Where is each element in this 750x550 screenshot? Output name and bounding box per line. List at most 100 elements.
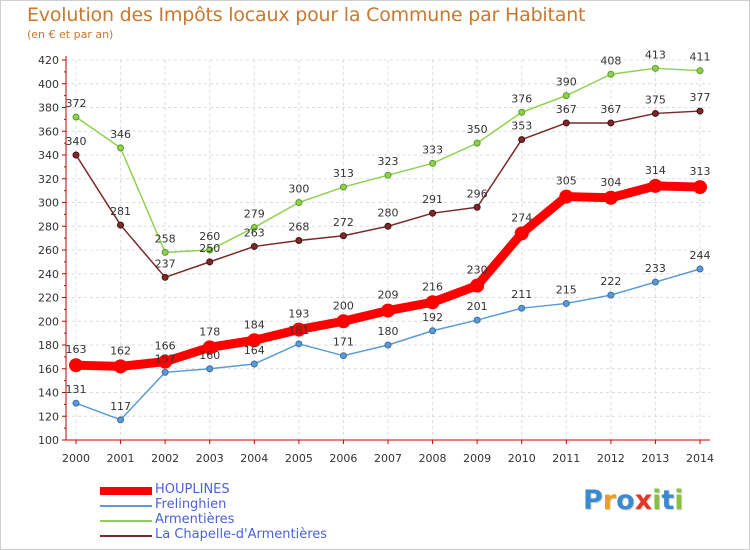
data-label: 171 — [333, 336, 354, 349]
data-point — [250, 360, 258, 368]
data-label: 162 — [110, 344, 131, 357]
x-tick-label: 2012 — [597, 452, 625, 465]
line-chart: 1001201401601802002202402602803003203403… — [38, 48, 714, 465]
data-point — [696, 265, 704, 273]
data-label: 274 — [511, 211, 532, 224]
data-label: 164 — [244, 344, 265, 357]
data-point — [607, 291, 615, 299]
data-label: 216 — [422, 280, 443, 293]
legend-swatch — [100, 535, 152, 537]
legend-item: Frelinghien — [100, 497, 420, 514]
data-label: 237 — [155, 257, 176, 270]
data-label: 263 — [244, 226, 265, 239]
data-point — [117, 144, 125, 152]
chart-subtitle: (en € et par an) — [27, 28, 114, 41]
data-label: 250 — [199, 242, 220, 255]
y-tick-label: 320 — [38, 173, 59, 186]
data-label: 367 — [556, 103, 577, 116]
logo-letter: i — [652, 485, 662, 516]
data-point — [607, 70, 615, 78]
data-label: 353 — [511, 120, 532, 133]
data-point — [473, 139, 481, 147]
legend-label: La Chapelle-d'Armentières — [155, 527, 328, 542]
data-label: 350 — [467, 123, 488, 136]
data-point — [295, 199, 303, 206]
data-point — [161, 248, 169, 256]
series-layer — [69, 64, 707, 424]
data-label: 192 — [422, 311, 443, 324]
y-tick-label: 340 — [38, 149, 59, 162]
data-label: 296 — [467, 187, 488, 200]
data-label: 408 — [600, 54, 621, 67]
data-label: 305 — [556, 175, 577, 188]
x-tick-label: 2011 — [552, 452, 580, 465]
data-point — [69, 358, 83, 373]
legend-item: Armentières — [100, 512, 420, 529]
data-point — [250, 223, 258, 231]
data-point — [514, 226, 529, 241]
data-label: 272 — [333, 216, 354, 229]
proxiti-logo: Proxiti — [583, 485, 684, 516]
x-tick-label: 2000 — [62, 452, 90, 465]
chart-title: Evolution des Impôts locaux pour la Comm… — [27, 4, 586, 26]
data-point — [206, 246, 214, 254]
data-point — [339, 183, 347, 191]
data-label: 411 — [690, 51, 711, 64]
data-label: 367 — [600, 103, 621, 116]
data-label: 166 — [155, 340, 176, 353]
data-label: 377 — [690, 91, 711, 104]
legend-swatch — [100, 520, 152, 522]
x-tick-label: 2010 — [508, 452, 536, 465]
x-tick-label: 2007 — [374, 452, 402, 465]
data-point — [696, 107, 704, 115]
x-tick-label: 2014 — [686, 452, 714, 465]
legend-item: HOUPLINES — [100, 482, 420, 499]
data-label: 260 — [199, 230, 220, 243]
data-point — [339, 352, 347, 360]
y-tick-label: 360 — [38, 125, 59, 138]
data-point — [384, 171, 392, 179]
data-label: 117 — [110, 400, 131, 413]
x-tick-label: 2002 — [151, 452, 179, 465]
data-label: 131 — [66, 383, 87, 396]
data-label: 222 — [600, 275, 621, 288]
data-point — [384, 222, 392, 230]
data-label: 279 — [244, 207, 265, 220]
data-point — [72, 151, 80, 159]
data-label: 280 — [378, 206, 399, 219]
logo-letter: i — [674, 485, 684, 516]
data-point — [429, 327, 437, 335]
y-tick-label: 280 — [38, 220, 59, 233]
legend-label: HOUPLINES — [155, 482, 230, 497]
data-point — [295, 340, 303, 348]
axes: 100 120 140 160 180 200 220 240 260 280 300 320 340 3… — [38, 54, 714, 465]
data-point — [518, 304, 526, 312]
x-tick-label: 2006 — [329, 452, 357, 465]
data-label: 304 — [600, 176, 621, 189]
y-tick-label: 160 — [38, 363, 59, 376]
y-tick-label: 400 — [38, 78, 59, 91]
data-point — [336, 314, 351, 329]
x-tick-label: 2005 — [285, 452, 313, 465]
data-label: 323 — [378, 155, 399, 168]
data-label: 193 — [288, 308, 309, 321]
data-label: 340 — [66, 135, 87, 148]
data-point — [202, 340, 217, 355]
legend-swatch — [100, 487, 152, 495]
data-label: 181 — [288, 324, 309, 337]
data-label: 215 — [556, 283, 577, 296]
logo-letter: t — [661, 485, 675, 516]
data-label: 313 — [333, 167, 354, 180]
legend-label: Frelinghien — [155, 497, 227, 512]
data-point — [473, 316, 481, 324]
data-label: 201 — [467, 300, 488, 313]
data-label: 184 — [244, 318, 265, 331]
data-point — [559, 189, 574, 204]
x-tick-label: 2001 — [107, 452, 135, 465]
data-point — [72, 399, 80, 407]
data-label: 346 — [110, 128, 131, 141]
data-point — [693, 180, 707, 195]
x-tick-label: 2003 — [196, 452, 224, 465]
data-point — [384, 341, 392, 349]
legend-item: La Chapelle-d'Armentières — [100, 527, 420, 544]
